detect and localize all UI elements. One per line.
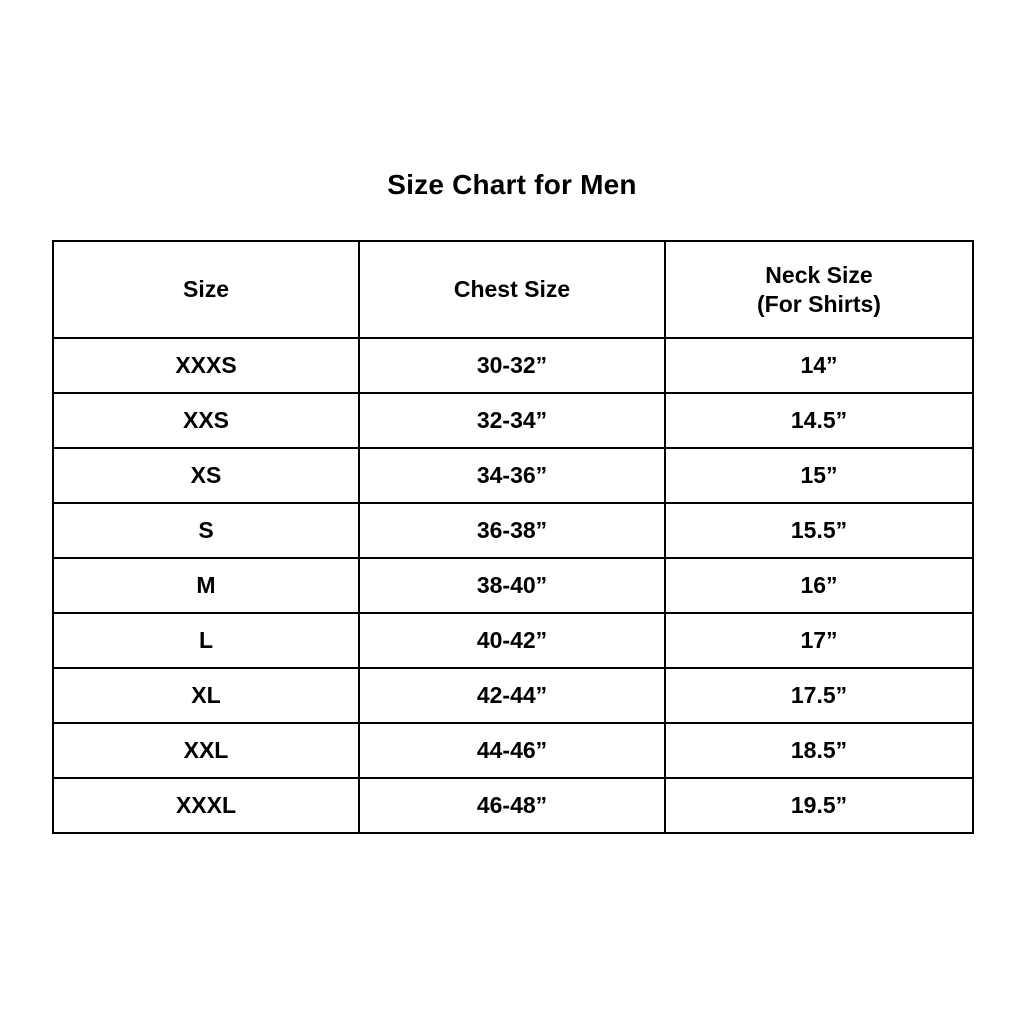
column-header-neck-size-sublabel: (For Shirts)	[757, 290, 881, 317]
cell-chest: 40-42”	[358, 612, 666, 669]
cell-size: XXXS	[52, 337, 360, 394]
column-header-neck-size: Neck Size (For Shirts)	[664, 240, 974, 339]
cell-neck: 18.5”	[664, 722, 974, 779]
cell-chest: 36-38”	[358, 502, 666, 559]
cell-size: XXXL	[52, 777, 360, 834]
cell-neck: 14”	[664, 337, 974, 394]
page-title: Size Chart for Men	[387, 169, 637, 200]
column-header-neck-size-label: Neck Size	[765, 261, 873, 288]
column-header-size-label: Size	[182, 276, 230, 303]
cell-chest: 34-36”	[358, 447, 666, 504]
table-row: XS 34-36” 15”	[52, 447, 974, 504]
table-row: M 38-40” 16”	[52, 557, 974, 614]
cell-chest: 38-40”	[358, 557, 666, 614]
table-row: XXXS 30-32” 14”	[52, 337, 974, 394]
cell-neck: 15.5”	[664, 502, 974, 559]
table-row: XXXL 46-48” 19.5”	[52, 777, 974, 834]
size-chart-table: Size Chest Size Neck Size (For Shirts) X…	[52, 240, 974, 834]
column-header-chest-size-label: Chest Size	[453, 276, 571, 303]
cell-size: M	[52, 557, 360, 614]
cell-size: S	[52, 502, 360, 559]
cell-chest: 44-46”	[358, 722, 666, 779]
table-header-row: Size Chest Size Neck Size (For Shirts)	[52, 240, 974, 339]
cell-size: XXS	[52, 392, 360, 449]
cell-size: L	[52, 612, 360, 669]
cell-neck: 17”	[664, 612, 974, 669]
column-header-size: Size	[52, 240, 360, 339]
size-table-container: Size Chest Size Neck Size (For Shirts) X…	[52, 240, 974, 834]
cell-neck: 19.5”	[664, 777, 974, 834]
cell-neck: 16”	[664, 557, 974, 614]
cell-neck: 17.5”	[664, 667, 974, 724]
cell-size: XXL	[52, 722, 360, 779]
table-row: XXL 44-46” 18.5”	[52, 722, 974, 779]
table-header: Size Chest Size Neck Size (For Shirts)	[52, 240, 974, 339]
cell-chest: 42-44”	[358, 667, 666, 724]
cell-size: XS	[52, 447, 360, 504]
column-header-chest-size: Chest Size	[358, 240, 666, 339]
cell-neck: 14.5”	[664, 392, 974, 449]
table-row: XXS 32-34” 14.5”	[52, 392, 974, 449]
table-row: XL 42-44” 17.5”	[52, 667, 974, 724]
table-row: S 36-38” 15.5”	[52, 502, 974, 559]
cell-chest: 30-32”	[358, 337, 666, 394]
cell-size: XL	[52, 667, 360, 724]
cell-chest: 32-34”	[358, 392, 666, 449]
cell-chest: 46-48”	[358, 777, 666, 834]
cell-neck: 15”	[664, 447, 974, 504]
table-row: L 40-42” 17”	[52, 612, 974, 669]
table-body: XXXS 30-32” 14” XXS 32-34” 14.5” XS 34-3…	[52, 337, 974, 834]
